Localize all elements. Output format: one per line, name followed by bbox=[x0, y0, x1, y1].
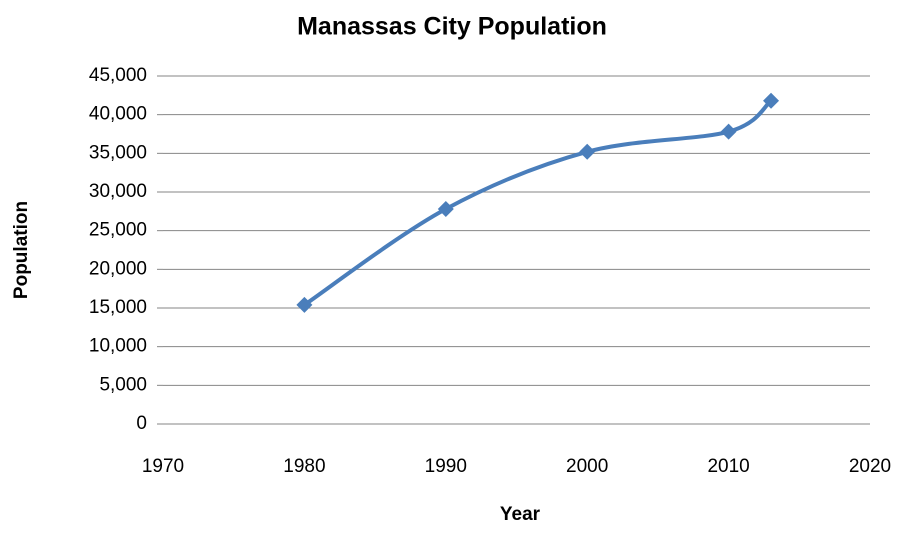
y-tick-label: 20,000 bbox=[89, 258, 147, 279]
y-tick-label: 0 bbox=[136, 413, 147, 434]
x-tick-label: 2000 bbox=[566, 456, 608, 477]
y-axis-label: Population bbox=[11, 201, 32, 299]
series-line bbox=[303, 99, 773, 307]
y-tick-label: 40,000 bbox=[89, 104, 147, 125]
data-point bbox=[437, 201, 454, 218]
y-tick-label: 30,000 bbox=[89, 181, 147, 202]
y-tick-label: 5,000 bbox=[99, 374, 147, 395]
y-tick-label: 45,000 bbox=[89, 65, 147, 86]
y-tick-label: 25,000 bbox=[89, 220, 147, 241]
y-tick-label: 35,000 bbox=[89, 142, 147, 163]
data-point bbox=[296, 296, 313, 313]
data-point bbox=[763, 92, 780, 109]
x-tick-label: 2010 bbox=[707, 456, 749, 477]
x-axis-label: Year bbox=[500, 504, 541, 525]
y-tick-label: 15,000 bbox=[89, 297, 147, 318]
x-tick-label: 1970 bbox=[142, 456, 184, 477]
data-point bbox=[579, 143, 596, 160]
y-tick-label: 10,000 bbox=[89, 336, 147, 357]
x-tick-label: 1990 bbox=[425, 456, 467, 477]
data-point bbox=[720, 123, 737, 140]
x-tick-label: 2020 bbox=[849, 456, 891, 477]
x-tick-label: 1980 bbox=[283, 456, 325, 477]
chart-title: Manassas City Population bbox=[297, 13, 607, 41]
